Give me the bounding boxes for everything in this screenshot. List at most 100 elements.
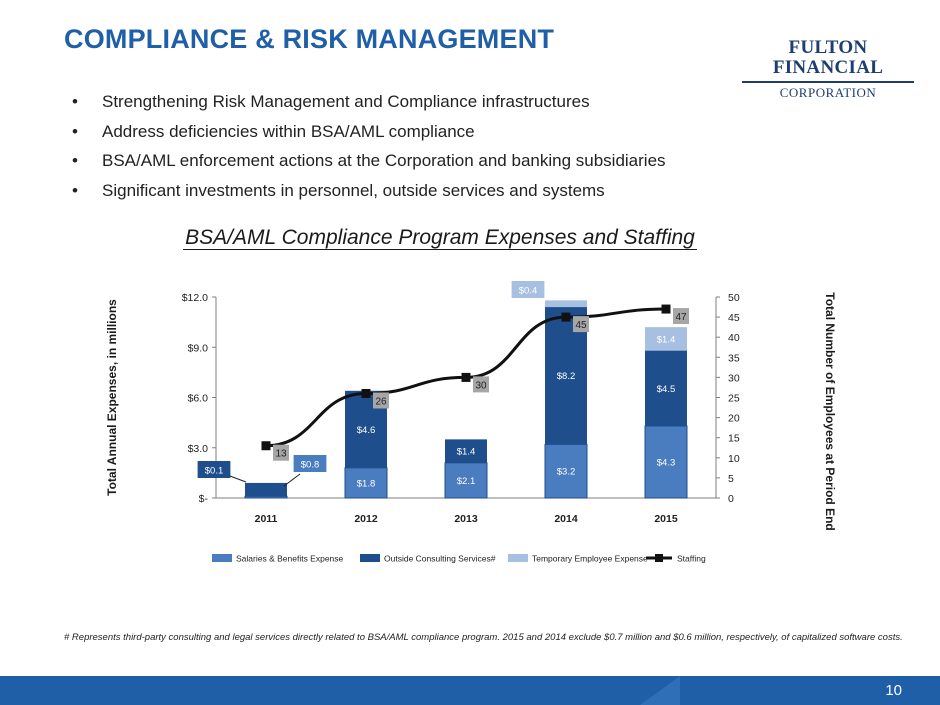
- temporary-data-label-bg: [649, 329, 683, 347]
- bullet-glyph: •: [72, 92, 78, 111]
- page-number: 10: [885, 682, 902, 699]
- salaries-data-label: $3.2: [557, 467, 576, 478]
- y2-tick-label: 40: [728, 332, 740, 344]
- footer-band: [0, 676, 940, 705]
- legend-swatch: [360, 554, 380, 562]
- staffing-data-label-bg: [473, 376, 489, 393]
- bullet-text: Significant investments in personnel, ou…: [102, 180, 605, 200]
- y-tick-label: $-: [199, 493, 209, 505]
- y-tick-label: $3.0: [188, 443, 209, 455]
- x-tick-label: 2014: [554, 513, 578, 525]
- legend-label: Staffing: [677, 554, 706, 564]
- outside-data-label: $1.4: [457, 447, 476, 458]
- expenses-staffing-chart: $- $3.0 $6.0 $9.0 $12.0 0 5 10 15 20 25 30 35 40 45 50 2…: [105, 281, 837, 564]
- staffing-marker: [561, 312, 571, 322]
- bullet-text: Address deficiencies within BSA/AML comp…: [102, 121, 475, 141]
- salaries-data-label-bg: [349, 473, 383, 491]
- bullet-item: • Address deficiencies within BSA/AML com…: [72, 121, 666, 151]
- salaries-data-label: $1.8: [357, 478, 376, 489]
- callout-line: [229, 475, 247, 483]
- y2-tick-label: 45: [728, 312, 740, 324]
- legend-label: Temporary Employee Expense: [532, 554, 648, 564]
- bullet-glyph: •: [72, 151, 78, 170]
- footnote: # Represents third-party consulting and …: [64, 632, 903, 643]
- staffing-data-label: 26: [375, 396, 387, 407]
- bullet-list: • Strengthening Risk Management and Compl…: [72, 91, 666, 209]
- legend-label: Salaries & Benefits Expense: [236, 554, 344, 564]
- staffing-data-label: 45: [575, 320, 587, 331]
- salaries-data-label: $0.1: [205, 466, 224, 477]
- staffing-marker: [261, 441, 271, 451]
- salaries-data-label: $2.1: [457, 476, 476, 487]
- slide-title: COMPLIANCE & RISK MANAGEMENT: [64, 24, 555, 54]
- outside-data-label-bg: [349, 420, 383, 438]
- outside-data-label-bg: [649, 379, 683, 397]
- staffing-marker: [361, 388, 371, 398]
- staffing-data-label-bg: [373, 392, 389, 409]
- logo-bottom-text: CORPORATION: [779, 85, 877, 100]
- temporary-data-label: $0.4: [519, 286, 538, 297]
- legend-swatch-marker: [655, 554, 663, 562]
- y-tick-label: $12.0: [182, 292, 208, 304]
- salaries-data-label-bg: [197, 461, 231, 478]
- x-tick-label: 2015: [654, 513, 678, 525]
- legend-swatch: [508, 554, 528, 562]
- logo-top-text: FULTON FINANCIAL: [772, 37, 884, 78]
- staffing-marker: [461, 372, 471, 382]
- salaries-data-label-bg: [549, 462, 583, 480]
- outside-data-label-bg: [449, 442, 483, 460]
- company-logo: FULTON FINANCIAL CORPORATION: [742, 38, 914, 100]
- outside-data-label: $8.2: [557, 371, 576, 382]
- y2-tick-label: 35: [728, 352, 740, 364]
- x-tick-label: 2011: [255, 513, 278, 525]
- staffing-data-label-bg: [273, 444, 289, 461]
- y2-tick-label: 30: [728, 372, 740, 384]
- y2-tick-label: 0: [728, 493, 734, 505]
- legend-swatch: [212, 554, 232, 562]
- bar-outside-consulting: [245, 482, 287, 497]
- y2-tick-label: 5: [728, 473, 734, 485]
- chart-title: BSA/AML Compliance Program Expenses and …: [183, 226, 697, 250]
- temporary-data-label-bg: [511, 281, 545, 298]
- y2-tick-label: 10: [728, 453, 740, 465]
- legend-label: Outside Consulting Services#: [384, 554, 496, 564]
- salaries-data-label-bg: [649, 452, 683, 470]
- y2-tick-label: 25: [728, 393, 740, 405]
- x-tick-label: 2013: [454, 513, 478, 525]
- staffing-data-label-bg: [573, 316, 589, 333]
- staffing-data-label-bg: [673, 308, 689, 325]
- salaries-data-label-bg: [449, 471, 483, 489]
- bullet-glyph: •: [72, 121, 78, 141]
- outside-data-label: $0.8: [301, 460, 320, 471]
- y-axis-title: Total Annual Expenses, in millions: [105, 299, 119, 496]
- outside-data-label-bg: [293, 455, 327, 472]
- bullet-glyph: •: [72, 180, 78, 200]
- staffing-marker: [661, 304, 671, 314]
- staffing-data-label: 47: [675, 312, 687, 323]
- bullet-text: BSA/AML enforcement actions at the Corpo…: [102, 151, 666, 170]
- outside-data-label-bg: [549, 366, 583, 384]
- bar-salaries: [244, 495, 288, 499]
- outside-data-label: $4.6: [357, 425, 376, 436]
- staffing-data-label: 13: [275, 449, 287, 460]
- y2-tick-label: 20: [728, 413, 740, 425]
- y2-axis-title: Total Number of Employees at Period End: [823, 292, 837, 530]
- y-tick-label: $9.0: [188, 342, 209, 354]
- y2-tick-label: 15: [728, 433, 740, 445]
- footer-accent: [640, 676, 680, 705]
- outside-data-label: $4.5: [657, 384, 676, 395]
- y2-tick-label: 50: [728, 292, 740, 304]
- chart-title-wrap: BSA/AML Compliance Program Expenses and …: [0, 226, 880, 250]
- x-tick-label: 2012: [354, 513, 378, 525]
- bullet-item: • Significant investments in personnel, o…: [72, 180, 666, 210]
- callout-line: [283, 473, 301, 487]
- temporary-data-label: $1.4: [657, 334, 676, 345]
- staffing-data-label: 30: [475, 380, 487, 391]
- bullet-item: • Strengthening Risk Management and Compl…: [72, 91, 666, 121]
- salaries-data-label: $4.3: [657, 457, 676, 468]
- y-tick-label: $6.0: [188, 393, 209, 405]
- bar-temporary: [545, 300, 587, 308]
- logo-divider: [742, 81, 914, 83]
- bullet-item: • BSA/AML enforcement actions at the Corp…: [72, 150, 666, 180]
- bullet-text: Strengthening Risk Management and Compli…: [102, 92, 590, 111]
